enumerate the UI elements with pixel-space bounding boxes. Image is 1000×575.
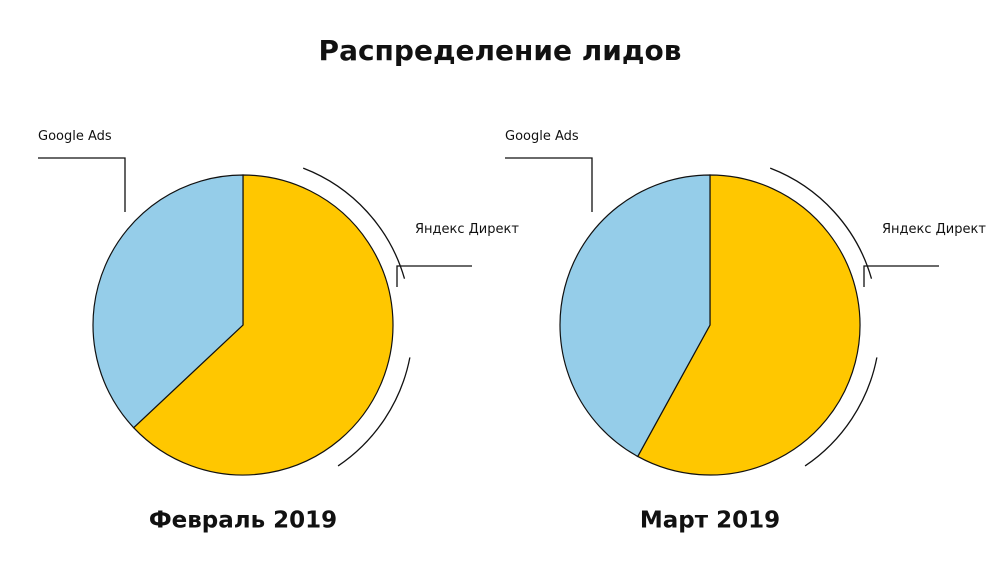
leader-line [396,265,472,287]
bracket-arc [302,167,406,279]
chart-title: Февраль 2019 [149,508,337,534]
slice-label: Яндекс Директ [415,222,519,237]
slice-label: Яндекс Директ [882,222,986,237]
leader-line [505,157,593,212]
pie-slice [92,174,244,429]
chart-title: Март 2019 [640,508,780,534]
pie-slice [132,174,394,476]
pie-slice [636,174,861,476]
leader-line [38,157,126,212]
slice-label: Google Ads [505,129,579,144]
leader-line [863,265,939,287]
pie-slice [559,174,711,458]
slice-label: Google Ads [38,129,112,144]
page-title: Распределение лидов [319,34,682,67]
bracket-arc [337,357,411,467]
bracket-arc [804,357,878,467]
bracket-arc [769,167,873,279]
